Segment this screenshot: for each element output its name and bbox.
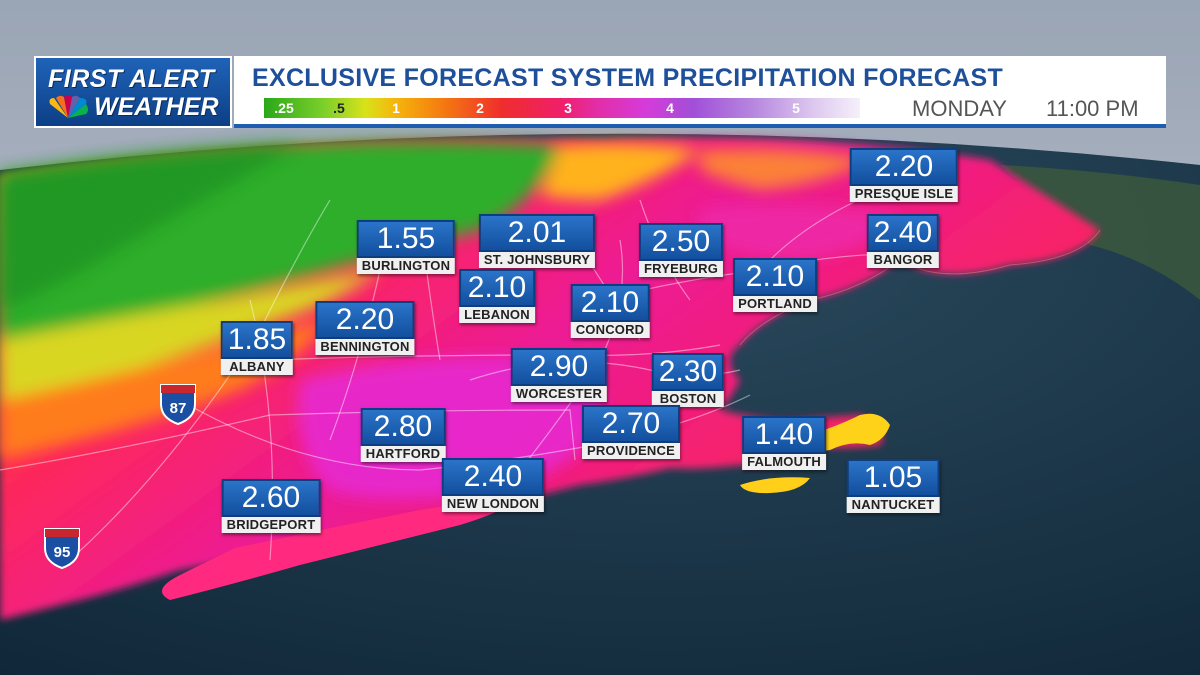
- logo-line2: WEATHER: [94, 93, 219, 121]
- precip-value: 2.20: [849, 148, 959, 186]
- precip-value: 1.55: [356, 220, 456, 258]
- city-name: FRYEBURG: [638, 261, 724, 277]
- interstate-95-shield: 95: [44, 528, 80, 570]
- location-label-concord: 2.10 CONCORD: [570, 284, 650, 338]
- precip-value: 2.90: [510, 348, 608, 386]
- precip-value: 1.40: [742, 416, 826, 454]
- logo-line1: FIRST ALERT: [48, 65, 215, 93]
- precip-value: 2.60: [221, 479, 321, 517]
- city-name: BANGOR: [866, 252, 940, 268]
- precip-value: 2.30: [651, 353, 725, 391]
- city-name: NANTUCKET: [846, 497, 940, 513]
- peacock-icon: [49, 95, 88, 118]
- interstate-87-shield: 87: [160, 384, 196, 426]
- city-name: LEBANON: [459, 307, 535, 323]
- scale-tick: .25: [274, 100, 294, 116]
- city-name: NEW LONDON: [441, 496, 545, 512]
- location-label-albany: 1.85 ALBANY: [220, 321, 294, 375]
- location-label-bangor: 2.40 BANGOR: [866, 214, 940, 268]
- precip-value: 2.01: [478, 214, 596, 252]
- forecast-time: 11:00 PM: [1046, 96, 1139, 121]
- location-label-hartford: 2.80 HARTFORD: [360, 408, 446, 462]
- location-label-lebanon: 2.10 LEBANON: [459, 269, 535, 323]
- city-name: PRESQUE ISLE: [849, 186, 959, 202]
- precip-value: 2.10: [733, 258, 817, 296]
- location-label-presque-isle: 2.20 PRESQUE ISLE: [849, 148, 959, 202]
- precip-value: 2.70: [582, 405, 680, 443]
- precip-value: 1.05: [846, 459, 940, 497]
- interstate-87-label: 87: [170, 400, 187, 417]
- city-name: CONCORD: [570, 322, 650, 338]
- location-label-bennington: 2.20 BENNINGTON: [315, 301, 415, 355]
- city-name: PROVIDENCE: [582, 443, 680, 459]
- precip-value: 2.80: [360, 408, 446, 446]
- precip-value: 2.20: [315, 301, 415, 339]
- precip-value: 2.40: [441, 458, 545, 496]
- location-label-providence: 2.70 PROVIDENCE: [582, 405, 680, 459]
- location-label-portland: 2.10 PORTLAND: [733, 258, 817, 312]
- city-name: BURLINGTON: [356, 258, 456, 274]
- location-label-boston: 2.30 BOSTON: [651, 353, 725, 407]
- title-bar: EXCLUSIVE FORECAST SYSTEM PRECIPITATION …: [234, 56, 1166, 128]
- location-label-st-johnsbury: 2.01 ST. JOHNSBURY: [478, 214, 596, 268]
- first-alert-weather-logo: FIRST ALERT WEATHER: [34, 56, 232, 128]
- forecast-day: MONDAY: [912, 96, 1007, 121]
- location-label-worcester: 2.90 WORCESTER: [510, 348, 608, 402]
- location-label-bridgeport: 2.60 BRIDGEPORT: [221, 479, 321, 533]
- location-label-burlington: 1.55 BURLINGTON: [356, 220, 456, 274]
- scale-tick: 1: [392, 100, 400, 116]
- scale-tick: 2: [476, 100, 484, 116]
- city-name: ST. JOHNSBURY: [478, 252, 596, 268]
- scale-tick: 3: [564, 100, 572, 116]
- scale-tick: 4: [666, 100, 674, 116]
- map-title: EXCLUSIVE FORECAST SYSTEM PRECIPITATION …: [252, 64, 1004, 92]
- precip-value: 1.85: [220, 321, 294, 359]
- header: FIRST ALERT WEATHER EXCLUSIVE FORECAST S…: [34, 56, 1166, 128]
- location-label-new-london: 2.40 NEW LONDON: [441, 458, 545, 512]
- city-name: HARTFORD: [360, 446, 446, 462]
- location-label-falmouth: 1.40 FALMOUTH: [742, 416, 826, 470]
- precip-value: 2.10: [459, 269, 535, 307]
- city-name: BRIDGEPORT: [221, 517, 321, 533]
- city-name: BOSTON: [651, 391, 725, 407]
- city-name: PORTLAND: [733, 296, 817, 312]
- scale-tick: .5: [333, 100, 345, 116]
- location-label-nantucket: 1.05 NANTUCKET: [846, 459, 940, 513]
- city-name: ALBANY: [220, 359, 294, 375]
- precip-value: 2.10: [570, 284, 650, 322]
- precipitation-color-scale: [264, 98, 860, 118]
- precip-value: 2.50: [638, 223, 724, 261]
- precip-value: 2.40: [866, 214, 940, 252]
- scale-tick: 5: [792, 100, 800, 116]
- city-name: WORCESTER: [510, 386, 608, 402]
- city-name: BENNINGTON: [315, 339, 415, 355]
- location-label-fryeburg: 2.50 FRYEBURG: [638, 223, 724, 277]
- interstate-95-label: 95: [54, 544, 71, 561]
- city-name: FALMOUTH: [742, 454, 826, 470]
